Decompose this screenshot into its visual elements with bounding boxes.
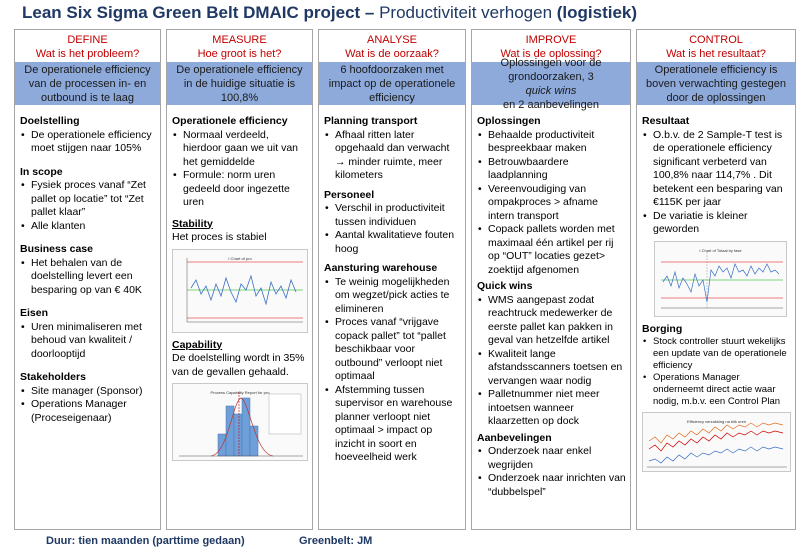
measure-column: MEASURE Hoe groot is het? De operationel…: [166, 29, 313, 530]
greenbelt-label: Greenbelt: JM: [299, 535, 373, 547]
section-text: De doelstelling wordt in 35% van de geva…: [172, 352, 305, 378]
list-item: De variatie is kleiner geworden: [642, 210, 791, 237]
section-text: Het proces is stabiel: [172, 231, 267, 243]
list-item: Uren minimaliseren met behoud van kwalit…: [20, 321, 156, 362]
phase-question: Hoe groot is het?: [197, 48, 282, 60]
section-title: Planning transport: [324, 115, 418, 127]
section-title: Resultaat: [642, 115, 690, 127]
section-title: Business case: [20, 243, 93, 255]
phase-question: Wat is het resultaat?: [666, 48, 766, 60]
i-chart-image: I Chart of pro: [172, 248, 308, 333]
section-title: Aanbevelingen: [477, 431, 552, 444]
define-column: DEFINE Wat is het probleem? De operation…: [14, 29, 161, 530]
efficiency-trend-chart-svg: [647, 422, 787, 468]
list-item: Onderzoek naar enkel wegrijden: [477, 445, 626, 472]
list-item: De operationele efficiency moet stijgen …: [20, 129, 156, 156]
improve-column: IMPROVE Wat is de oplossing? Oplossingen…: [471, 29, 631, 530]
phase-name: CONTROL: [689, 34, 743, 46]
phase-question: Wat is de oorzaak?: [345, 48, 439, 60]
define-header: DEFINE Wat is het probleem?: [15, 30, 160, 62]
phase-question: Wat is de oplossing?: [500, 48, 602, 60]
section-title: Borging: [642, 322, 683, 335]
list-item: Vereenvoudiging van ompakproces > afname…: [477, 183, 626, 224]
improve-summary: Oplossingen voor de grondoorzaken, 3 qui…: [472, 57, 630, 111]
list-item: O.b.v. de 2 Sample-T test is de operatio…: [642, 129, 791, 210]
page-title: Lean Six Sigma Green Belt DMAIC project …: [22, 3, 638, 22]
chart-title: I Chart of pro: [228, 255, 252, 261]
section-title: Quick wins: [477, 280, 533, 292]
measure-header: MEASURE Hoe groot is het?: [167, 30, 312, 62]
list-item: Betrouwbaardere laadplanning: [477, 156, 626, 183]
i-chart-by-fase-image: I Chart of Totaal by fase: [654, 240, 787, 317]
phase-name: ANALYSE: [367, 34, 417, 46]
list-item: Operations Manager onderneemt direct act…: [642, 372, 791, 408]
list-item: WMS aangepast zodat reachtruck medewerke…: [477, 294, 626, 348]
list-item: Site manager (Sponsor): [20, 385, 156, 399]
analyse-summary: 6 hoofdoorzaken met impact op de operati…: [319, 62, 465, 105]
chart-title: Process Capability Report for pro: [210, 390, 270, 395]
chart-title: I Chart of Totaal by fase: [699, 247, 742, 253]
list-item: Behaalde productiviteit bespreekbaar mak…: [477, 129, 626, 156]
section-title: Capability: [172, 338, 223, 351]
capability-chart-image: Process Capability Report for pro: [172, 383, 308, 461]
section-title: Stability: [172, 217, 213, 230]
define-summary: De operationele efficiency van de proces…: [15, 62, 160, 105]
list-item: Fysiek proces vanaf “Zet pallet op locat…: [20, 179, 156, 220]
control-column: CONTROL Wat is het resultaat? Operatione…: [636, 29, 796, 530]
phase-name: MEASURE: [212, 34, 267, 46]
section-title: Oplossingen: [477, 115, 541, 127]
section-title: Doelstelling: [20, 115, 80, 127]
list-item: Het behalen van de doelstelling levert e…: [20, 257, 156, 298]
analyse-column: ANALYSE Wat is de oorzaak? 6 hoofdoorzak…: [318, 29, 466, 530]
list-item: Copack pallets worden met maximaal één a…: [477, 223, 626, 277]
i-chart-svg: [186, 257, 303, 322]
efficiency-trend-chart-image: Efficiency verzakking na blik uren: [642, 412, 791, 472]
list-item: Verschil in productiviteit tussen indivi…: [324, 202, 461, 229]
list-item: Alle klanten: [20, 220, 156, 234]
list-item: Aantal kwalitatieve fouten hoog: [324, 229, 461, 256]
phase-name: DEFINE: [67, 34, 108, 46]
list-item: Operations Manager (Proceseigenaar): [20, 398, 156, 425]
list-item: Kwaliteit lange afstandsscanners toetsen…: [477, 348, 626, 389]
list-item: Normaal verdeeld, hierdoor gaan we uit v…: [172, 129, 308, 170]
capability-chart-svg: [179, 392, 303, 457]
list-item: Palletnummer niet meer intoetsen wanneer…: [477, 388, 626, 429]
list-item: Proces vanaf “vrijgave copack pallet” to…: [324, 316, 461, 384]
list-item: Formule: norm uren gedeeld door ingezett…: [172, 169, 308, 210]
section-title: Eisen: [20, 307, 49, 319]
control-summary: Operationele efficiency is boven verwach…: [637, 62, 795, 105]
section-title: Personeel: [324, 188, 375, 201]
phase-name: IMPROVE: [525, 34, 577, 46]
chart-title: Efficiency verzakking na blik uren: [686, 419, 747, 424]
measure-summary: De operationele efficiency in de huidige…: [167, 62, 312, 105]
list-item: Onderzoek naar inrichten van “dubbelspel…: [477, 472, 626, 499]
improve-header: IMPROVE Wat is de oplossing?: [472, 30, 630, 62]
analyse-header: ANALYSE Wat is de oorzaak?: [319, 30, 465, 62]
list-item: Stock controller stuurt wekelijks een up…: [642, 336, 791, 372]
duration-label: Duur: tien maanden (parttime gedaan): [46, 535, 245, 547]
phase-question: Wat is het probleem?: [35, 48, 140, 60]
i-chart-by-fase-svg: [661, 251, 783, 308]
list-item: Afstemming tussen supervisor en warehous…: [324, 384, 461, 465]
list-item: Afhaal ritten later opgehaald dan verwac…: [324, 129, 461, 183]
section-title: Operationele efficiency: [172, 115, 288, 127]
list-item: Te weinig mogelijkheden om wegzet/pick a…: [324, 276, 461, 317]
section-title: Stakeholders: [20, 371, 86, 383]
section-title: Aansturing warehouse: [324, 262, 438, 274]
section-title: In scope: [20, 165, 63, 178]
control-header: CONTROL Wat is het resultaat?: [637, 30, 795, 62]
